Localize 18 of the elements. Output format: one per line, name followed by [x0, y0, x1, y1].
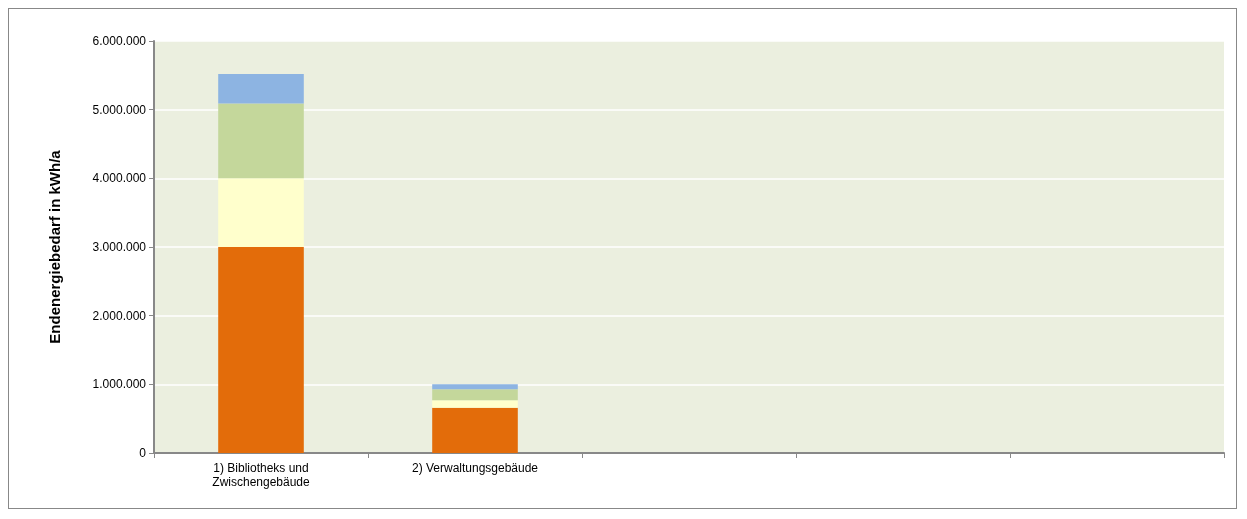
bar	[432, 400, 518, 408]
x-tick-label: 2) Verwaltungsgebäude	[411, 461, 539, 475]
bar	[432, 407, 518, 453]
y-tick-label: 3.000.000	[92, 240, 147, 254]
y-tick-label: 6.000.000	[92, 34, 147, 48]
y-axis-title: Endenergiebedarf in kWh/a	[46, 149, 63, 344]
bar	[218, 73, 304, 104]
y-tick-label: 2.000.000	[92, 308, 147, 323]
bar	[432, 389, 518, 401]
x-tick-label: 1) Bibliotheks und Zwischengebäude	[212, 461, 311, 489]
bar	[218, 178, 304, 247]
bar	[218, 247, 304, 453]
y-tick-label: 5.000.000	[92, 102, 147, 117]
y-tick-label: 4.000.000	[92, 171, 147, 186]
bar	[432, 384, 518, 390]
bar	[218, 103, 304, 179]
y-tick-label: 0	[139, 446, 147, 460]
y-tick-label: 1.000.000	[92, 377, 147, 392]
